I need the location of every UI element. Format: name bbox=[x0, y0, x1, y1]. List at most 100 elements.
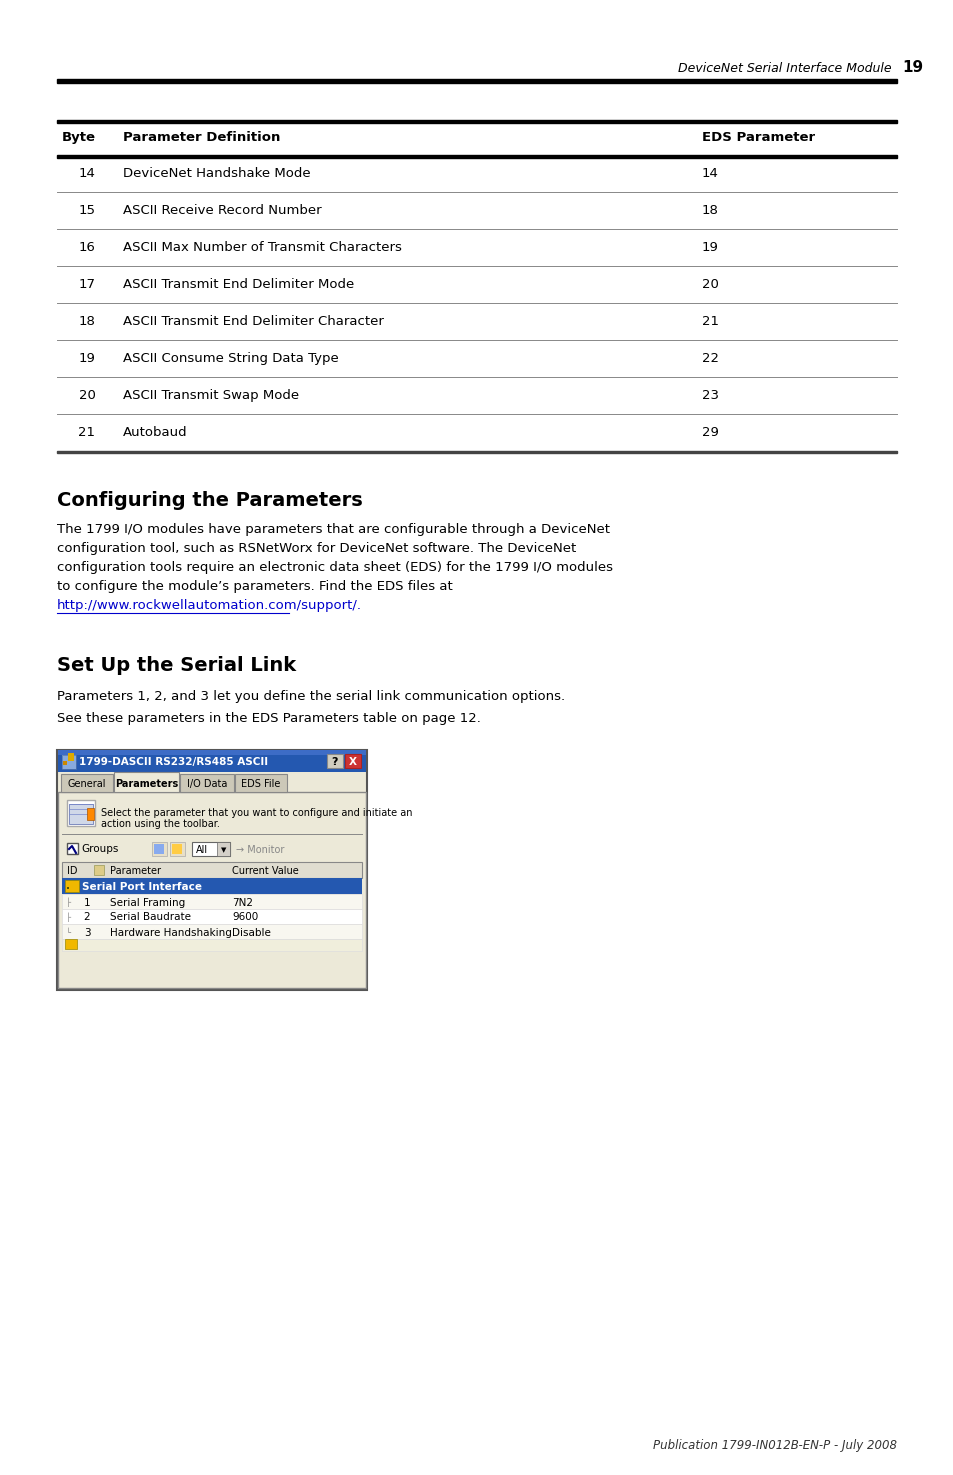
Text: General: General bbox=[68, 779, 106, 789]
Bar bbox=[62, 861, 361, 878]
Text: 1799-DASCII RS232/RS485 ASCII: 1799-DASCII RS232/RS485 ASCII bbox=[79, 757, 268, 767]
Text: Current Value: Current Value bbox=[232, 866, 298, 876]
Text: ASCII Transmit End Delimiter Character: ASCII Transmit End Delimiter Character bbox=[123, 316, 383, 327]
Bar bbox=[58, 749, 366, 755]
Text: 15: 15 bbox=[78, 204, 95, 217]
Bar bbox=[113, 771, 179, 792]
Text: ▼: ▼ bbox=[221, 847, 227, 853]
Bar bbox=[63, 761, 67, 766]
Text: 2: 2 bbox=[84, 913, 91, 922]
Text: 19: 19 bbox=[78, 353, 95, 364]
Text: 18: 18 bbox=[78, 316, 95, 327]
Text: DeviceNet Serial Interface Module: DeviceNet Serial Interface Module bbox=[678, 62, 891, 75]
Bar bbox=[87, 808, 94, 820]
Text: ASCII Transmit Swap Mode: ASCII Transmit Swap Mode bbox=[123, 389, 299, 403]
Text: Disable: Disable bbox=[232, 928, 271, 938]
Bar bbox=[62, 878, 361, 894]
Bar bbox=[216, 842, 230, 855]
Text: 16: 16 bbox=[78, 240, 95, 254]
Text: ├: ├ bbox=[66, 913, 71, 922]
Text: Configuring the Parameters: Configuring the Parameters bbox=[57, 491, 362, 510]
Text: 1: 1 bbox=[84, 897, 91, 907]
Text: configuration tool, such as RSNetWorx for DeviceNet software. The DeviceNet: configuration tool, such as RSNetWorx fo… bbox=[57, 541, 576, 555]
Bar bbox=[62, 894, 361, 909]
Bar bbox=[68, 754, 74, 761]
Text: Publication 1799-IN012B-EN-P - July 2008: Publication 1799-IN012B-EN-P - July 2008 bbox=[652, 1438, 896, 1451]
Bar bbox=[58, 749, 366, 771]
Text: All: All bbox=[195, 845, 208, 856]
Text: Parameters: Parameters bbox=[114, 779, 178, 789]
Text: Groups: Groups bbox=[81, 844, 118, 854]
Text: See these parameters in the EDS Parameters table on page 12.: See these parameters in the EDS Paramete… bbox=[57, 712, 480, 726]
Text: 20: 20 bbox=[78, 389, 95, 403]
Bar bbox=[62, 940, 361, 951]
Text: ID: ID bbox=[67, 866, 77, 876]
Text: ASCII Consume String Data Type: ASCII Consume String Data Type bbox=[123, 353, 338, 364]
Text: 21: 21 bbox=[78, 426, 95, 440]
Bar bbox=[62, 909, 361, 923]
Text: ├: ├ bbox=[66, 898, 71, 907]
Text: ASCII Receive Record Number: ASCII Receive Record Number bbox=[123, 204, 321, 217]
Text: 14: 14 bbox=[701, 167, 719, 180]
Bar bbox=[170, 842, 185, 855]
Text: I/O Data: I/O Data bbox=[187, 779, 227, 789]
Bar bbox=[345, 754, 360, 768]
Bar bbox=[57, 451, 896, 453]
Text: 21: 21 bbox=[701, 316, 719, 327]
Text: 22: 22 bbox=[701, 353, 719, 364]
Bar bbox=[67, 799, 95, 826]
Bar bbox=[65, 940, 77, 948]
Bar bbox=[67, 844, 78, 854]
Text: to configure the module’s parameters. Find the EDS files at: to configure the module’s parameters. Fi… bbox=[57, 580, 453, 593]
Text: 17: 17 bbox=[78, 277, 95, 291]
Text: → Monitor: → Monitor bbox=[235, 845, 284, 856]
Text: Serial Framing: Serial Framing bbox=[110, 897, 185, 907]
Bar bbox=[67, 886, 69, 889]
Text: 9600: 9600 bbox=[232, 913, 258, 922]
Text: Parameter Definition: Parameter Definition bbox=[123, 131, 280, 145]
Text: Byte: Byte bbox=[62, 131, 96, 145]
Bar bbox=[172, 844, 182, 854]
Bar bbox=[62, 923, 361, 940]
Text: 14: 14 bbox=[78, 167, 95, 180]
Text: Select the parameter that you want to configure and initiate an: Select the parameter that you want to co… bbox=[101, 808, 412, 819]
Bar bbox=[61, 774, 112, 792]
Bar bbox=[180, 774, 233, 792]
Text: http://www.rockwellautomation.com/support/.: http://www.rockwellautomation.com/suppor… bbox=[57, 599, 361, 612]
Text: configuration tools require an electronic data sheet (EDS) for the 1799 I/O modu: configuration tools require an electroni… bbox=[57, 560, 613, 574]
Text: 19: 19 bbox=[701, 240, 719, 254]
Text: ?: ? bbox=[332, 757, 338, 767]
Bar bbox=[58, 792, 366, 988]
Bar bbox=[234, 774, 287, 792]
Text: 20: 20 bbox=[701, 277, 719, 291]
Bar bbox=[192, 842, 230, 855]
Bar bbox=[57, 155, 896, 158]
Text: Parameters 1, 2, and 3 let you define the serial link communication options.: Parameters 1, 2, and 3 let you define th… bbox=[57, 690, 564, 704]
Text: 29: 29 bbox=[701, 426, 719, 440]
Text: Set Up the Serial Link: Set Up the Serial Link bbox=[57, 656, 295, 676]
Text: EDS File: EDS File bbox=[241, 779, 280, 789]
Text: 23: 23 bbox=[701, 389, 719, 403]
Bar bbox=[57, 119, 896, 122]
Bar bbox=[69, 804, 92, 825]
Text: 3: 3 bbox=[84, 928, 91, 938]
Text: Serial Baudrate: Serial Baudrate bbox=[110, 913, 191, 922]
Text: Hardware Handshaking: Hardware Handshaking bbox=[110, 928, 232, 938]
Bar bbox=[153, 844, 164, 854]
Bar bbox=[62, 755, 76, 768]
Bar bbox=[57, 749, 367, 990]
Bar bbox=[62, 755, 76, 768]
Bar bbox=[152, 842, 167, 855]
Text: 19: 19 bbox=[901, 60, 923, 75]
Text: ASCII Max Number of Transmit Characters: ASCII Max Number of Transmit Characters bbox=[123, 240, 401, 254]
Text: EDS Parameter: EDS Parameter bbox=[701, 131, 814, 145]
Bar bbox=[65, 881, 79, 892]
Bar bbox=[327, 754, 343, 768]
Text: The 1799 I/O modules have parameters that are configurable through a DeviceNet: The 1799 I/O modules have parameters tha… bbox=[57, 524, 609, 535]
Text: Parameter: Parameter bbox=[110, 866, 161, 876]
Bar bbox=[57, 80, 896, 83]
Text: └: └ bbox=[66, 928, 71, 937]
Text: Serial Port Interface: Serial Port Interface bbox=[82, 882, 202, 892]
Text: ASCII Transmit End Delimiter Mode: ASCII Transmit End Delimiter Mode bbox=[123, 277, 354, 291]
Bar bbox=[94, 864, 104, 875]
